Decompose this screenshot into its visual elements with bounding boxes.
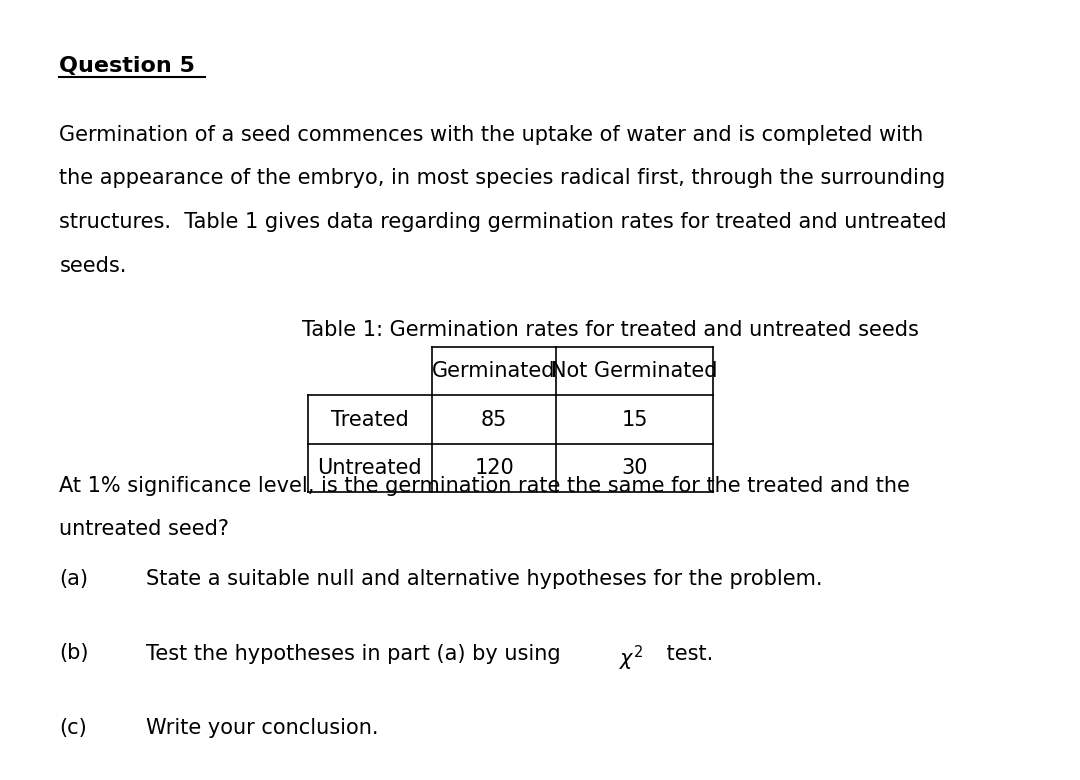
Text: Germinated: Germinated	[432, 361, 556, 381]
Text: 30: 30	[621, 458, 648, 478]
Text: $\chi^2$: $\chi^2$	[619, 644, 643, 672]
Text: Germination of a seed commences with the uptake of water and is completed with: Germination of a seed commences with the…	[59, 125, 923, 145]
Text: 85: 85	[481, 410, 508, 430]
Text: 15: 15	[621, 410, 648, 430]
Text: test.: test.	[660, 644, 713, 664]
Text: untreated seed?: untreated seed?	[59, 519, 229, 540]
Text: Write your conclusion.: Write your conclusion.	[146, 718, 378, 738]
Text: At 1% significance level, is the germination rate the same for the treated and t: At 1% significance level, is the germina…	[59, 476, 910, 496]
Text: structures.  Table 1 gives data regarding germination rates for treated and untr: structures. Table 1 gives data regarding…	[59, 212, 947, 232]
Text: Question 5: Question 5	[59, 56, 195, 76]
Text: State a suitable null and alternative hypotheses for the problem.: State a suitable null and alternative hy…	[146, 569, 822, 590]
Text: (a): (a)	[59, 569, 89, 590]
Text: Test the hypotheses in part (a) by using: Test the hypotheses in part (a) by using	[146, 644, 567, 664]
Text: 120: 120	[474, 458, 514, 478]
Text: seeds.: seeds.	[59, 256, 126, 276]
Text: Not Germinated: Not Germinated	[551, 361, 718, 381]
Text: Treated: Treated	[332, 410, 408, 430]
Text: Untreated: Untreated	[318, 458, 422, 478]
Text: (c): (c)	[59, 718, 87, 738]
Text: (b): (b)	[59, 644, 89, 664]
Text: Table 1: Germination rates for treated and untreated seeds: Table 1: Germination rates for treated a…	[302, 320, 919, 340]
Text: the appearance of the embryo, in most species radical first, through the surroun: the appearance of the embryo, in most sp…	[59, 168, 946, 189]
